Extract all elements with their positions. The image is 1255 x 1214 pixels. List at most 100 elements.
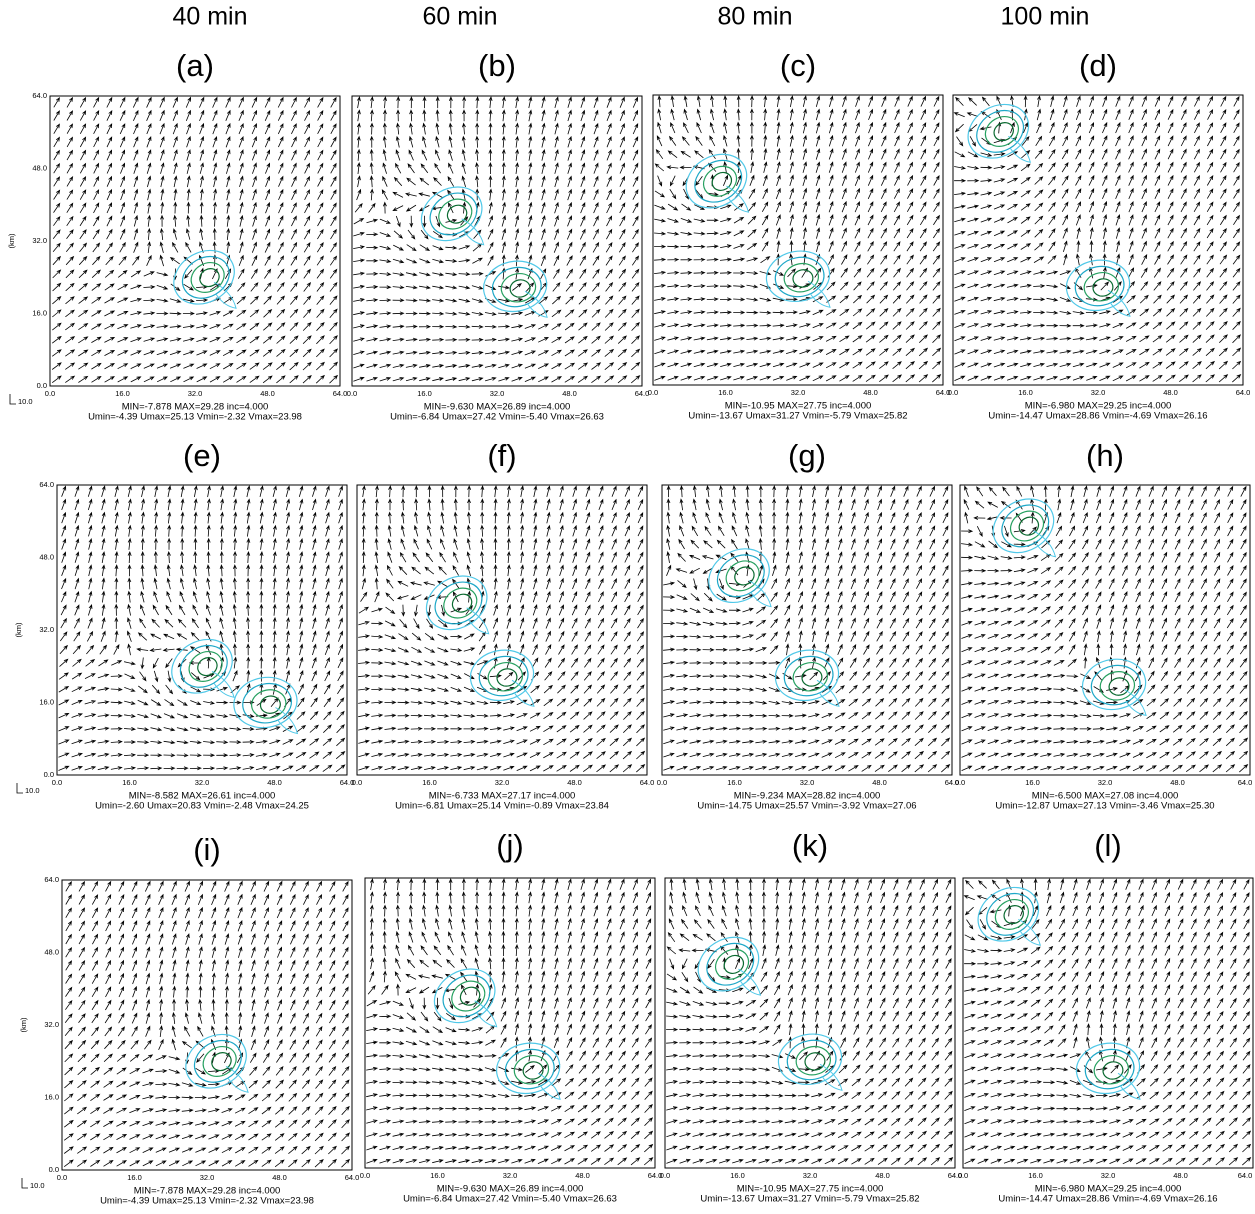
x-tick-label: 16.0 <box>1018 388 1033 397</box>
x-tick-label: 0.0 <box>57 1173 67 1182</box>
y-tick-label: 16.0 <box>39 697 54 706</box>
plot-frame <box>352 96 642 386</box>
x-tick-label: 0.0 <box>660 1171 670 1180</box>
scale-vector <box>10 394 16 404</box>
x-tick-label: 32.0 <box>1091 388 1106 397</box>
scale-label: 10.0 <box>25 786 40 795</box>
x-tick-label: 16.0 <box>127 1173 142 1182</box>
x-tick-label: 48.0 <box>562 389 577 398</box>
stats-line: Umin=-14.47 Umax=28.86 Vmin=-4.69 Vmax=2… <box>988 411 1207 422</box>
x-tick-label: 16.0 <box>730 1171 745 1180</box>
panel-label: (c) <box>780 48 816 83</box>
x-tick-label: 48.0 <box>575 1171 590 1180</box>
stats-line: Umin=-4.39 Umax=25.13 Vmin=-2.32 Vmax=23… <box>100 1196 314 1207</box>
panel-label: (i) <box>193 832 221 867</box>
x-tick-label: 0.0 <box>52 778 62 787</box>
y-tick-label: 16.0 <box>32 308 47 317</box>
x-tick-label: 16.0 <box>122 778 137 787</box>
x-tick-label: 0.0 <box>352 778 362 787</box>
y-tick-label: 32.0 <box>44 1020 59 1029</box>
panel-label: (g) <box>788 438 826 473</box>
x-tick-label: 32.0 <box>200 1173 215 1182</box>
x-tick-label: 16.0 <box>718 388 733 397</box>
x-tick-label: 64.0 <box>640 778 655 787</box>
x-tick-label: 16.0 <box>417 389 432 398</box>
plot-frame <box>357 485 647 775</box>
y-tick-label: 0.0 <box>49 1165 59 1174</box>
panel-label: (b) <box>478 48 516 83</box>
stats-line: Umin=-6.81 Umax=25.14 Vmin=-0.89 Vmax=23… <box>395 801 609 812</box>
x-tick-label: 0.0 <box>955 778 965 787</box>
panel: (b)0.016.032.048.064.0MIN=-9.630 MAX=26.… <box>347 48 650 422</box>
x-tick-label: 32.0 <box>490 389 505 398</box>
x-tick-label: 16.0 <box>1025 778 1040 787</box>
y-axis-label: (km) <box>14 622 23 637</box>
page: {"column_headers": ["40 min", "60 min", … <box>0 0 1255 1209</box>
x-tick-label: 48.0 <box>875 1171 890 1180</box>
x-tick-label: 0.0 <box>45 389 55 398</box>
y-tick-label: 48.0 <box>39 552 54 561</box>
column-header: 60 min <box>422 3 497 31</box>
column-header: 100 min <box>1001 3 1090 31</box>
stats-line: Umin=-14.47 Umax=28.86 Vmin=-4.69 Vmax=2… <box>998 1194 1217 1205</box>
plot-frame <box>365 878 655 1168</box>
x-tick-label: 16.0 <box>1028 1171 1043 1180</box>
x-tick-label: 32.0 <box>791 388 806 397</box>
y-tick-label: 64.0 <box>39 480 54 489</box>
x-tick-label: 48.0 <box>260 389 275 398</box>
x-tick-label: 48.0 <box>1173 1171 1188 1180</box>
x-tick-label: 64.0 <box>1236 388 1251 397</box>
x-tick-label: 32.0 <box>195 778 210 787</box>
x-tick-label: 0.0 <box>948 388 958 397</box>
x-tick-label: 32.0 <box>1101 1171 1116 1180</box>
panel-label: (k) <box>792 828 828 863</box>
y-tick-label: 0.0 <box>44 770 54 779</box>
x-tick-label: 48.0 <box>1170 778 1185 787</box>
x-tick-label: 16.0 <box>727 778 742 787</box>
panel-label: (f) <box>487 438 516 473</box>
panel-label: (l) <box>1094 828 1122 863</box>
x-tick-label: 0.0 <box>958 1171 968 1180</box>
y-tick-label: 48.0 <box>32 163 47 172</box>
x-tick-label: 48.0 <box>872 778 887 787</box>
panel: (a)0.016.032.048.064.00.016.032.048.064.… <box>7 48 347 422</box>
stats-line: Umin=-4.39 Umax=25.13 Vmin=-2.32 Vmax=23… <box>88 412 302 423</box>
x-tick-label: 64.0 <box>1238 1171 1253 1180</box>
plot-frame <box>57 485 347 775</box>
x-tick-label: 32.0 <box>188 389 203 398</box>
x-tick-label: 0.0 <box>347 389 357 398</box>
y-tick-label: 32.0 <box>39 625 54 634</box>
stats-line: Umin=-2.60 Umax=20.83 Vmin=-2.48 Vmax=24… <box>95 801 309 812</box>
panel: (e)0.016.032.048.064.00.016.032.048.064.… <box>14 438 354 811</box>
panel-label: (d) <box>1079 48 1117 83</box>
column-header: 40 min <box>172 3 247 31</box>
y-tick-label: 32.0 <box>32 236 47 245</box>
x-tick-label: 16.0 <box>430 1171 445 1180</box>
stats-line: Umin=-13.67 Umax=31.27 Vmin=-5.79 Vmax=2… <box>688 411 907 422</box>
scale-vector <box>17 783 23 793</box>
stats-line: Umin=-12.87 Umax=27.13 Vmin=-3.46 Vmax=2… <box>995 801 1214 812</box>
x-tick-label: 64.0 <box>333 389 348 398</box>
x-tick-label: 32.0 <box>800 778 815 787</box>
x-tick-label: 0.0 <box>657 778 667 787</box>
y-axis-label: (km) <box>7 233 16 248</box>
panel-label: (j) <box>496 828 524 863</box>
scale-vector <box>22 1178 28 1188</box>
x-tick-label: 32.0 <box>503 1171 518 1180</box>
column-header: 80 min <box>717 3 792 31</box>
x-tick-label: 0.0 <box>648 388 658 397</box>
panel-label: (h) <box>1086 438 1124 473</box>
y-tick-label: 16.0 <box>44 1092 59 1101</box>
x-tick-label: 48.0 <box>863 388 878 397</box>
x-tick-label: 32.0 <box>803 1171 818 1180</box>
y-tick-label: 48.0 <box>44 947 59 956</box>
y-tick-label: 64.0 <box>32 91 47 100</box>
x-tick-label: 48.0 <box>1163 388 1178 397</box>
panel-label: (e) <box>183 438 221 473</box>
x-tick-label: 0.0 <box>360 1171 370 1180</box>
y-tick-label: 64.0 <box>44 875 59 884</box>
